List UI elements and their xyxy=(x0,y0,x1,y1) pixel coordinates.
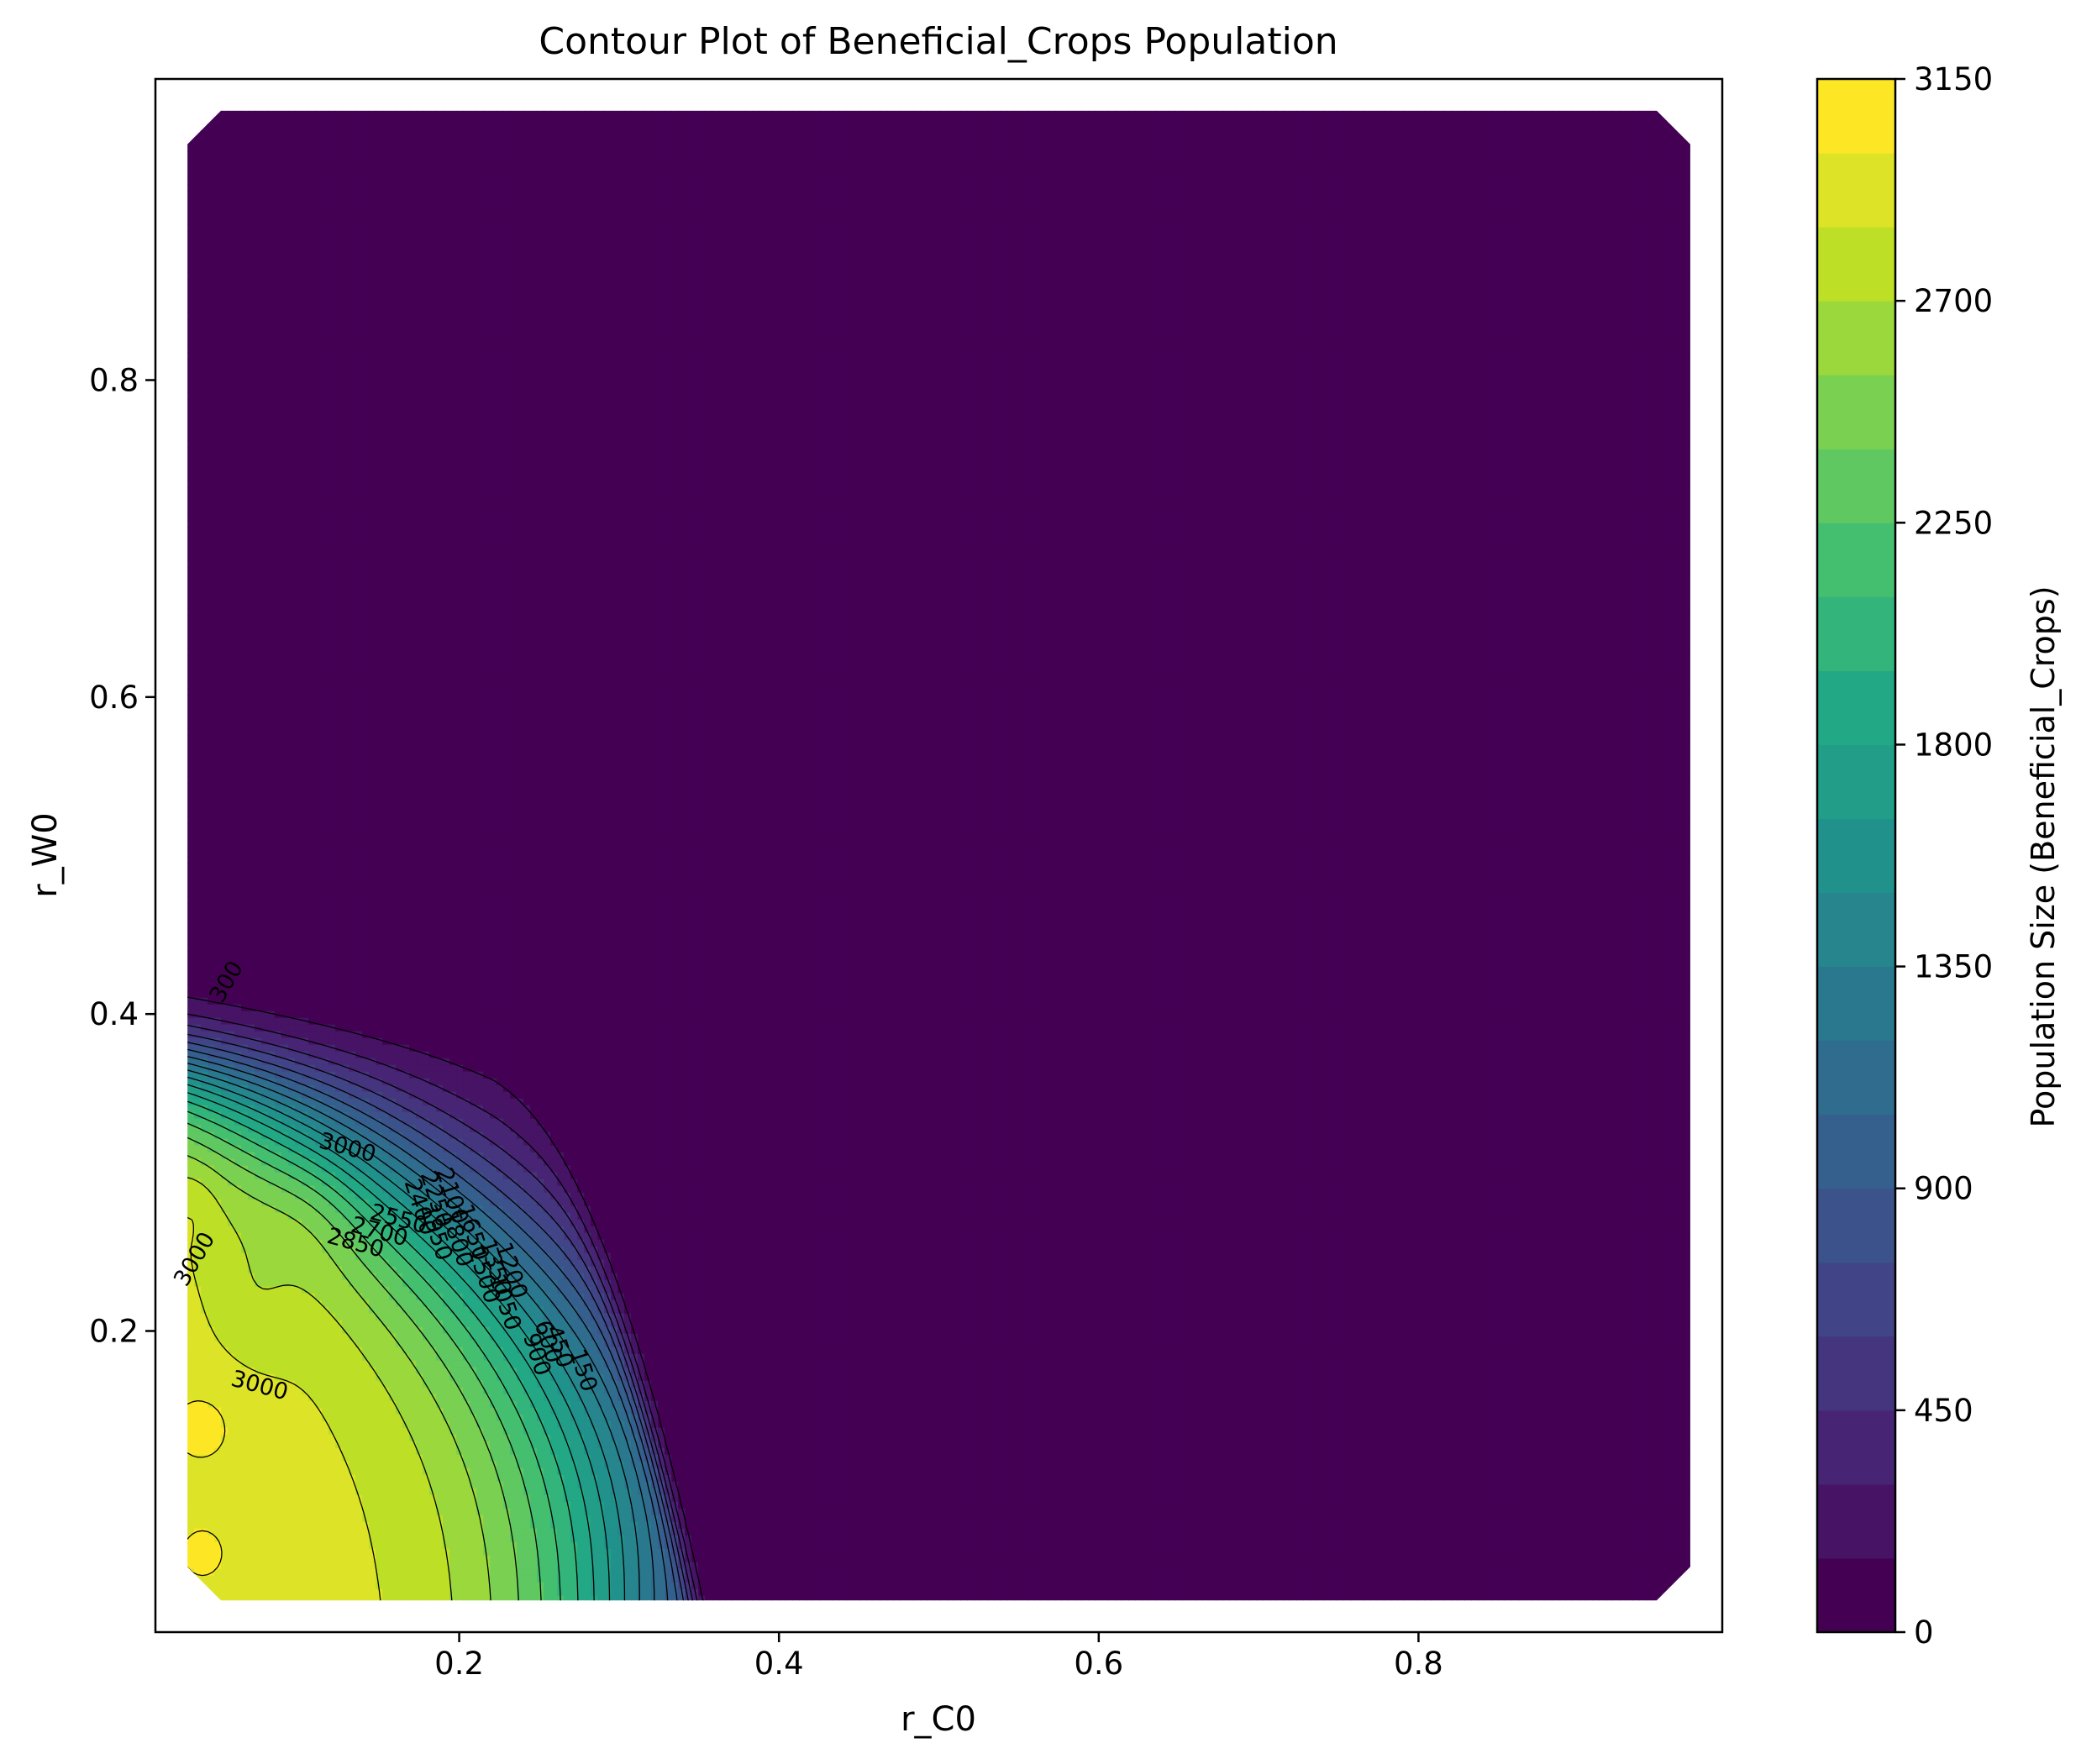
colorbar-band xyxy=(1817,1041,1895,1116)
colorbar-band xyxy=(1817,744,1895,819)
y-tick-label: 0.8 xyxy=(89,362,139,398)
colorbar-tick-label: 1800 xyxy=(1914,727,1993,763)
colorbar-band xyxy=(1817,1189,1895,1263)
y-tick-label: 0.6 xyxy=(89,680,139,716)
colorbar-band xyxy=(1817,449,1895,523)
x-tick-label: 0.8 xyxy=(1394,1646,1443,1682)
colorbar-band xyxy=(1817,1484,1895,1559)
x-axis-label: r_C0 xyxy=(901,1700,976,1739)
colorbar-band xyxy=(1817,153,1895,228)
colorbar-tick-label: 0 xyxy=(1914,1614,1934,1651)
y-tick-label: 0.4 xyxy=(89,996,139,1032)
colorbar-band xyxy=(1817,79,1895,154)
colorbar-band xyxy=(1817,670,1895,745)
colorbar-tick-label: 2700 xyxy=(1914,283,1993,319)
x-tick-label: 0.2 xyxy=(434,1646,484,1682)
colorbar-tick-label: 450 xyxy=(1914,1393,1973,1429)
x-tick-label: 0.6 xyxy=(1074,1646,1123,1682)
colorbar-band xyxy=(1817,301,1895,375)
colorbar-band xyxy=(1817,522,1895,597)
colorbar-band xyxy=(1817,227,1895,302)
colorbar-band xyxy=(1817,967,1895,1042)
colorbar-tick-label: 1350 xyxy=(1914,949,1993,985)
colorbar-band xyxy=(1817,1115,1895,1189)
chart-title: Contour Plot of Beneficial_Crops Populat… xyxy=(539,20,1337,63)
y-tick-label: 0.2 xyxy=(89,1314,139,1350)
colorbar-band xyxy=(1817,1263,1895,1337)
colorbar-band xyxy=(1817,818,1895,893)
contour-fill-layer xyxy=(187,111,1694,1604)
colorbar-band xyxy=(1817,375,1895,449)
colorbar-label: Population Size (Beneficial_Crops) xyxy=(2025,585,2062,1127)
colorbar-band xyxy=(1817,1558,1895,1633)
colorbar-band xyxy=(1817,1336,1895,1411)
y-axis-label: r_W0 xyxy=(26,812,65,897)
x-axis-ticks: 0.2 0.4 0.6 0.8 xyxy=(434,1632,1443,1682)
colorbar: 0 450 900 1350 1800 2250 2700 3150 xyxy=(1817,61,1993,1651)
colorbar-tick-label: 2250 xyxy=(1914,505,1993,541)
colorbar-tick-label: 900 xyxy=(1914,1171,1973,1207)
colorbar-tick-label: 3150 xyxy=(1914,61,1993,97)
colorbar-band xyxy=(1817,893,1895,968)
colorbar-band xyxy=(1817,1410,1895,1485)
x-tick-label: 0.4 xyxy=(754,1646,804,1682)
colorbar-band xyxy=(1817,596,1895,671)
y-axis-ticks: 0.2 0.4 0.6 0.8 xyxy=(89,362,155,1349)
